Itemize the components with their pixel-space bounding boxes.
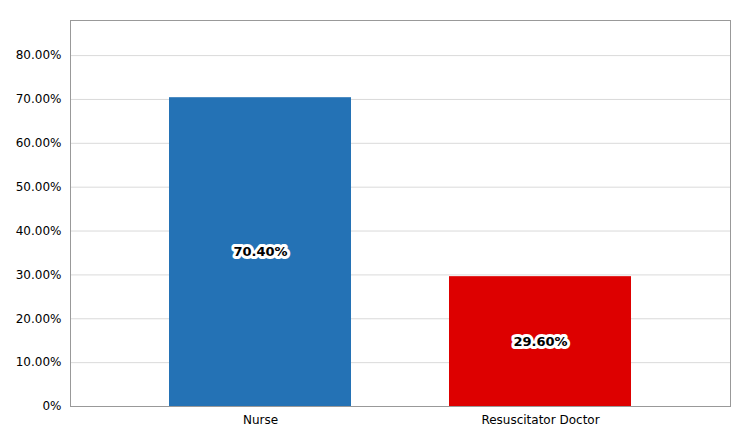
svg-text:40.00%: 40.00% <box>16 224 62 238</box>
svg-text:20.00%: 20.00% <box>16 312 62 326</box>
svg-text:80.00%: 80.00% <box>16 48 62 62</box>
svg-text:0%: 0% <box>42 399 61 413</box>
svg-text:10.00%: 10.00% <box>16 355 62 369</box>
svg-text:50.00%: 50.00% <box>16 180 62 194</box>
svg-text:70.00%: 70.00% <box>16 92 62 106</box>
svg-text:Nurse: Nurse <box>243 413 278 427</box>
svg-text:30.00%: 30.00% <box>16 268 62 282</box>
svg-text:29.60%: 29.60% <box>513 334 567 349</box>
svg-text:70.40%: 70.40% <box>233 244 287 259</box>
svg-text:Resuscitator Doctor: Resuscitator Doctor <box>481 413 599 427</box>
svg-text:60.00%: 60.00% <box>16 136 62 150</box>
